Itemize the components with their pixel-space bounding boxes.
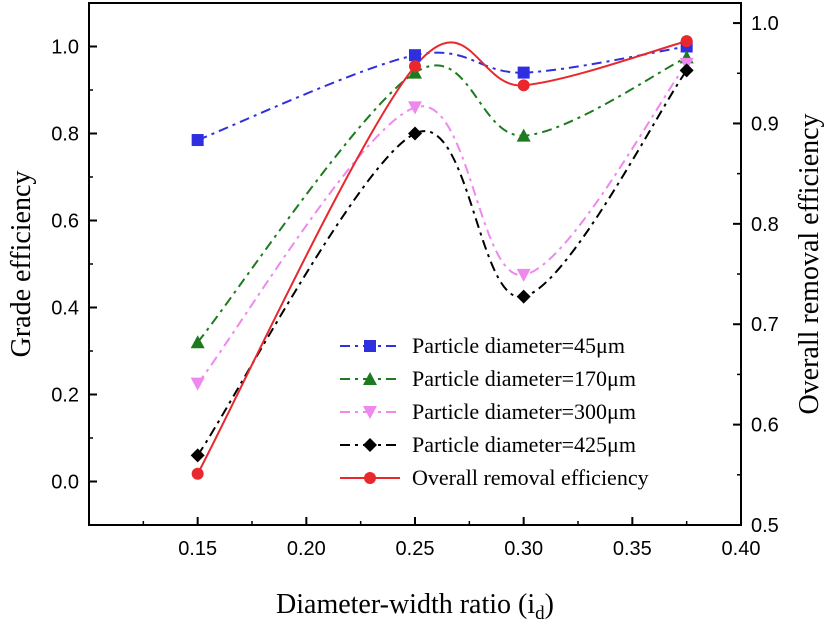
legend-marker-3	[363, 438, 377, 452]
data-point-series-3	[516, 289, 531, 304]
y-tick-label: 0.2	[51, 385, 79, 407]
data-point-series-0	[409, 49, 421, 62]
y2-axis-title: Overall removal efficiency	[794, 113, 825, 414]
x-tick-label: 0.40	[722, 538, 761, 560]
x-tick-label: 0.35	[613, 538, 652, 560]
x-tick-label: 0.15	[178, 538, 217, 560]
legend-label-0: Particle diameter=45μm	[412, 333, 625, 358]
data-point-series-3	[408, 126, 422, 141]
y2-tick-label: 0.6	[751, 415, 779, 437]
legend: Particle diameter=45μm Particle diameter=…	[340, 333, 649, 490]
y2-tick-label: 0.9	[751, 113, 779, 135]
y2-tick-label: 1.0	[751, 13, 779, 35]
legend-marker-4	[364, 472, 376, 484]
y2-tick-label: 0.5	[751, 515, 779, 537]
legend-marker-1	[363, 372, 377, 385]
series-markers	[190, 35, 694, 480]
data-point-series-4	[409, 60, 421, 73]
x-tick-label: 0.30	[504, 538, 543, 560]
y2-tick-label: 0.7	[751, 314, 779, 336]
data-point-series-0	[517, 66, 530, 79]
legend-label-2: Particle diameter=300μm	[412, 399, 636, 424]
series-line-4	[196, 40, 687, 475]
data-point-series-3	[679, 63, 694, 78]
x-tick-label: 0.25	[396, 538, 435, 560]
data-point-series-2	[190, 377, 205, 391]
y-tick-label: 0.6	[51, 211, 79, 233]
series-line-3	[196, 69, 688, 456]
data-point-series-2	[516, 268, 531, 282]
series-line-2	[196, 63, 688, 385]
data-point-series-3	[190, 448, 205, 463]
legend-label-3: Particle diameter=425μm	[412, 432, 636, 457]
y2-tick-label: 0.8	[751, 214, 779, 236]
legend-marker-0	[364, 340, 376, 352]
y2-axis-ticks: 0.5 0.6 0.7 0.8 0.9 1.0	[733, 13, 779, 537]
data-point-series-1	[516, 128, 531, 142]
legend-label-4: Overall removal efficiency	[412, 465, 649, 490]
data-point-series-0	[191, 134, 204, 147]
series-line-0	[197, 45, 687, 141]
series-line-1	[196, 56, 688, 343]
legend-label-1: Particle diameter=170μm	[412, 366, 636, 391]
y-tick-label: 1.0	[51, 37, 79, 59]
data-point-series-1	[190, 335, 205, 349]
x-tick-label: 0.20	[287, 538, 326, 560]
y-tick-label: 0.8	[51, 124, 79, 146]
x-axis-ticks: 0.15 0.20 0.25 0.30 0.35 0.40	[142, 517, 761, 560]
data-point-series-4	[517, 79, 530, 92]
series-lines	[196, 40, 688, 475]
data-point-series-4	[191, 467, 204, 480]
y-axis-title: Grade efficiency	[6, 171, 37, 358]
data-point-series-2	[408, 101, 422, 115]
legend-marker-2	[363, 406, 377, 419]
x-axis-title: Diameter-width ratio (id)	[276, 589, 554, 624]
y-axis-ticks: 0.0 0.2 0.4 0.6 0.8 1.0	[51, 37, 97, 494]
y-tick-label: 0.0	[51, 472, 79, 494]
y-tick-label: 0.4	[51, 298, 79, 320]
data-point-series-4	[680, 35, 693, 48]
